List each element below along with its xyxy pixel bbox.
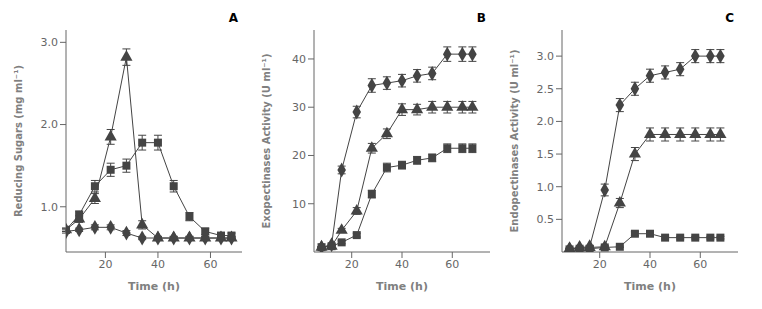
svg-text:40: 40 <box>292 53 306 66</box>
svg-text:2.0: 2.0 <box>537 115 555 128</box>
svg-text:Time (h): Time (h) <box>376 280 428 293</box>
svg-text:1.0: 1.0 <box>41 201 59 214</box>
svg-text:40: 40 <box>395 258 409 271</box>
svg-text:40: 40 <box>151 258 165 271</box>
html-text:C: C <box>725 11 734 25</box>
svg-text:1.5: 1.5 <box>537 148 555 161</box>
svg-text:20: 20 <box>98 258 112 271</box>
svg-text:3.0: 3.0 <box>41 36 59 49</box>
svg-text:60: 60 <box>445 258 459 271</box>
svg-text:1.0: 1.0 <box>537 181 555 194</box>
svg-text:20: 20 <box>292 149 306 162</box>
svg-text:2.0: 2.0 <box>41 118 59 131</box>
svg-text:0.5: 0.5 <box>537 213 555 226</box>
svg-text:Endopectinases Activity (U ml⁻: Endopectinases Activity (U ml⁻¹) <box>509 50 520 233</box>
svg-text:40: 40 <box>643 258 657 271</box>
svg-text:2.5: 2.5 <box>537 83 555 96</box>
svg-text:30: 30 <box>292 101 306 114</box>
svg-text:20: 20 <box>345 258 359 271</box>
svg-text:Exopectinases Activity (U ml⁻¹: Exopectinases Activity (U ml⁻¹) <box>261 53 272 228</box>
svg-text:20: 20 <box>593 258 607 271</box>
html-text:A: A <box>228 11 238 25</box>
svg-text:Reducing Sugars (mg ml⁻¹): Reducing Sugars (mg ml⁻¹) <box>13 65 24 217</box>
svg-text:3.0: 3.0 <box>537 50 555 63</box>
svg-text:10: 10 <box>292 198 306 211</box>
html-text:B: B <box>476 11 486 25</box>
svg-text:60: 60 <box>693 258 707 271</box>
svg-text:60: 60 <box>203 258 217 271</box>
svg-text:Time (h): Time (h) <box>624 280 676 293</box>
svg-text:Time (h): Time (h) <box>128 280 180 293</box>
